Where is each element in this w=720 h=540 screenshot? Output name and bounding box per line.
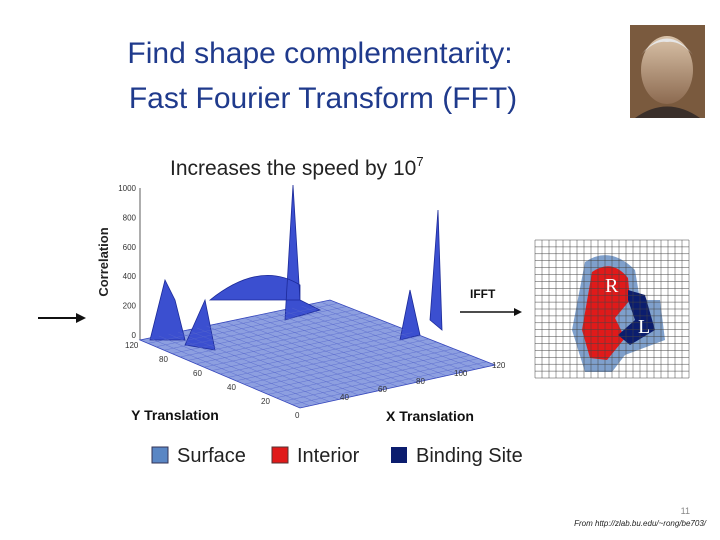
mesh-line — [253, 315, 418, 383]
receptor-label: R — [605, 275, 619, 297]
z-tick-label: 400 — [123, 272, 137, 281]
ligand-label: L — [638, 316, 650, 338]
source: From http://zlab.bu.edu/~rong/be703/ — [574, 519, 707, 528]
y-tick-label: 60 — [193, 369, 202, 378]
mesh-line — [263, 313, 427, 381]
y-axis-label: Y Translation — [131, 407, 219, 423]
mesh-line — [282, 309, 447, 376]
surface — [138, 299, 497, 409]
z-tick-label: 600 — [123, 243, 137, 252]
page-number: 11 — [681, 506, 690, 516]
y-tick-label: 80 — [159, 355, 168, 364]
subtitle: Increases the speed by 107 — [170, 154, 424, 180]
legend-label: Interior — [297, 445, 360, 467]
title-line: Fast Fourier Transform (FFT) — [129, 82, 517, 115]
x-tick-label: 120 — [492, 361, 506, 370]
binding-region — [618, 290, 655, 345]
mesh-line — [291, 307, 457, 374]
y-tick-label: 0 — [295, 411, 300, 420]
mesh-line — [320, 301, 486, 368]
portrait — [630, 25, 705, 118]
y-tick-label: 120 — [125, 341, 139, 350]
surface-plot — [138, 184, 497, 409]
mesh-line — [243, 342, 438, 385]
z-tick-label: 200 — [123, 302, 137, 311]
legend-swatch — [271, 446, 289, 464]
z-axis-label: Correlation — [96, 227, 111, 296]
ifft-arrow — [460, 308, 522, 316]
subtitle-text: Increases the speed by 10 — [170, 157, 416, 180]
mesh-line — [283, 358, 479, 402]
mesh-line — [251, 345, 446, 388]
mesh-line — [227, 335, 421, 378]
x-tick-label: 60 — [378, 385, 387, 394]
arrow-label: IFFT — [470, 287, 496, 301]
mesh-line — [275, 355, 471, 398]
legend-swatch — [391, 447, 407, 463]
z-tick-label: 1000 — [118, 184, 136, 193]
peaks — [149, 184, 443, 351]
x-tick-label: 100 — [454, 369, 468, 378]
mesh-line — [267, 351, 463, 395]
left-arrow — [38, 313, 86, 323]
x-axis-label: X Translation — [386, 408, 474, 424]
mesh-line — [301, 305, 466, 372]
superscript: 7 — [416, 154, 423, 169]
legend-label: Surface — [177, 445, 246, 467]
docking-grid — [534, 239, 690, 379]
x-tick-label: 40 — [340, 393, 349, 402]
y-tick-label: 20 — [261, 397, 270, 406]
mesh-line — [310, 303, 476, 370]
legend-swatch — [151, 446, 169, 464]
mesh-line — [235, 338, 430, 381]
legend-label: Binding Site — [416, 445, 523, 467]
mesh-line — [291, 361, 487, 405]
mesh-line — [259, 348, 454, 392]
y-tick-label: 40 — [227, 383, 236, 392]
title-line: Find shape complementarity: — [127, 37, 512, 70]
z-tick-label: 800 — [123, 213, 137, 222]
x-tick-label: 80 — [416, 377, 425, 386]
z-tick-label: 0 — [132, 331, 137, 340]
mesh-line — [272, 311, 437, 379]
mesh-line — [244, 317, 408, 385]
mesh-line — [234, 319, 398, 387]
